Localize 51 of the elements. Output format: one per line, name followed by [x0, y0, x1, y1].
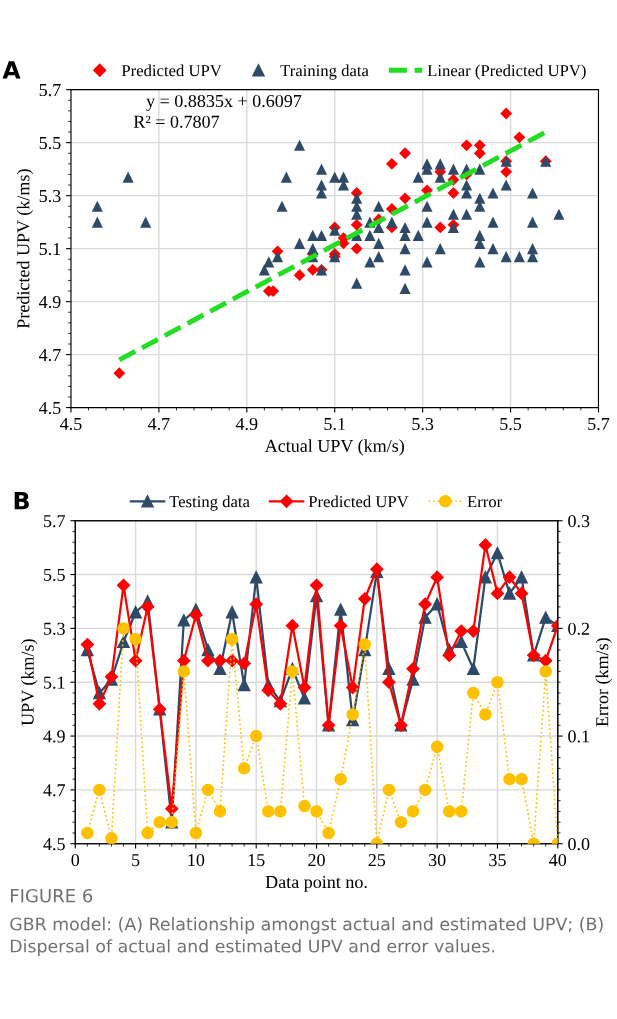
x-tick-label: 5.1 — [324, 417, 345, 431]
y-tick-label: 5.3 — [39, 189, 61, 203]
y-tick-label: 5.3 — [44, 622, 65, 635]
text: GBR model: (A) Relationship amongst actual and estimated UPV; (B) Dispersal of actual and estimated UPV and error values. — [10, 917, 603, 956]
y-tick-label: 4.9 — [39, 295, 61, 309]
x-tick-label: 0 — [71, 853, 80, 867]
y2-tick-label: 0.2 — [568, 622, 590, 635]
x-tick-label: 40 — [549, 853, 567, 867]
x-tick-label: 5.5 — [500, 418, 522, 431]
y-tick-label: 5.7 — [44, 515, 66, 528]
x-tick-label: 20 — [308, 853, 325, 867]
annotation: R² = 0.7807 — [133, 115, 220, 128]
y-axis-title: Predicted UPV (k/ms) — [16, 169, 34, 329]
y2-tick-label: 0.0 — [568, 837, 590, 851]
y-tick-label: 4.7 — [43, 784, 66, 797]
legend-label: Training data — [280, 64, 369, 80]
x-tick-label: 4.7 — [147, 417, 170, 431]
y-tick-label: 4.5 — [43, 838, 65, 851]
caption: FIGURE 6 — [11, 888, 93, 903]
y2-axis-title: Error (km/s) — [595, 638, 612, 727]
y-tick-label: 5.5 — [44, 568, 65, 582]
x-axis-title: Actual UPV (km/s) — [264, 439, 404, 456]
annotation: y = 0.8835x + 0.6097 — [146, 94, 302, 111]
chart-title: B — [14, 492, 29, 510]
x-axis-title: Data point no. — [265, 875, 367, 892]
y2-tick-label: 0.3 — [568, 514, 590, 528]
x-tick-label: 5.3 — [412, 417, 434, 431]
x-tick-label: 30 — [428, 853, 446, 867]
y2-tick-label: 0.1 — [568, 730, 589, 743]
x-tick-label: 25 — [368, 854, 386, 867]
y-tick-label: 5.1 — [44, 676, 65, 689]
x-tick-label: 5.7 — [588, 418, 610, 431]
x-tick-label: 10 — [188, 853, 205, 867]
legend-label: Predicted UPV — [121, 64, 222, 77]
chart-title: A — [2, 61, 21, 79]
y-tick-label: 4.5 — [39, 401, 61, 415]
y-tick-label: 4.7 — [39, 348, 61, 362]
y-tick-label: 5.5 — [39, 137, 61, 150]
legend-label: Linear (Predicted UPV) — [427, 64, 586, 80]
x-tick-label: 5 — [132, 854, 140, 867]
x-tick-label: 4.9 — [235, 417, 258, 431]
legend-label: Predicted UPV — [308, 495, 409, 508]
y-axis-title: UPV (km/s) — [21, 639, 38, 726]
y-tick-label: 4.9 — [43, 730, 65, 743]
legend-label: Testing data — [169, 495, 250, 511]
x-tick-label: 4.5 — [60, 417, 82, 431]
y-tick-label: 5.7 — [39, 84, 61, 97]
y-tick-label: 5.1 — [39, 242, 61, 256]
x-tick-label: 35 — [489, 854, 506, 867]
x-tick-label: 15 — [248, 854, 265, 867]
legend-label: Error — [467, 496, 503, 508]
